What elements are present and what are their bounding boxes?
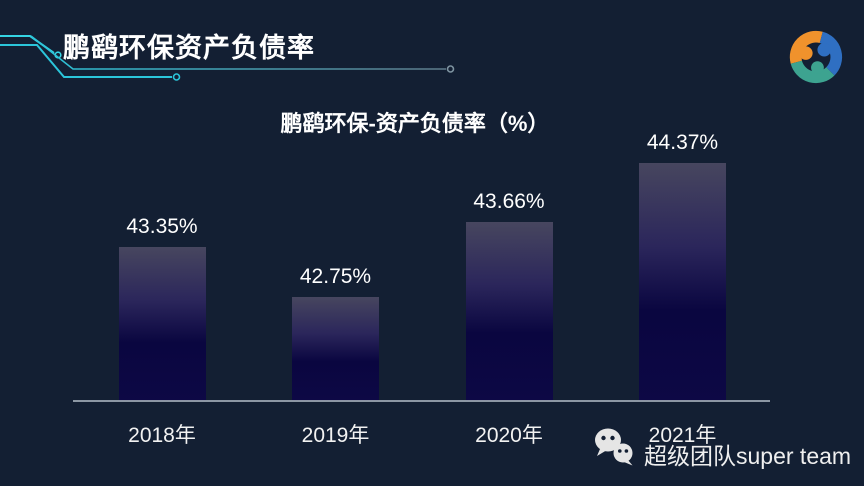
wechat-icon bbox=[595, 428, 633, 466]
bar bbox=[639, 163, 726, 401]
x-axis-label: 2018年 bbox=[128, 424, 196, 447]
circuit-decoration bbox=[0, 35, 455, 81]
x-axis-line bbox=[73, 400, 770, 402]
x-axis-label: 2021年 bbox=[648, 424, 717, 447]
bar-value-label: 44.37% bbox=[646, 131, 719, 154]
bar bbox=[465, 222, 553, 401]
watermark-text: 超级团队super team bbox=[644, 443, 852, 469]
bar-value-label: 43.66% bbox=[473, 190, 545, 213]
watermark: 超级团队super team bbox=[594, 426, 854, 476]
bar bbox=[292, 297, 379, 401]
chart-title: 鹏鹞环保-资产负债率（%） bbox=[280, 111, 550, 136]
bar-value-label: 42.75% bbox=[299, 265, 372, 288]
x-axis-label: 2019年 bbox=[301, 424, 370, 447]
slide-title: 鹏鹞环保资产负债率 bbox=[63, 33, 315, 63]
x-axis-label: 2020年 bbox=[475, 424, 543, 447]
bar-value-label: 43.35% bbox=[126, 215, 198, 238]
bar bbox=[118, 247, 206, 401]
company-logo-icon bbox=[789, 30, 843, 84]
